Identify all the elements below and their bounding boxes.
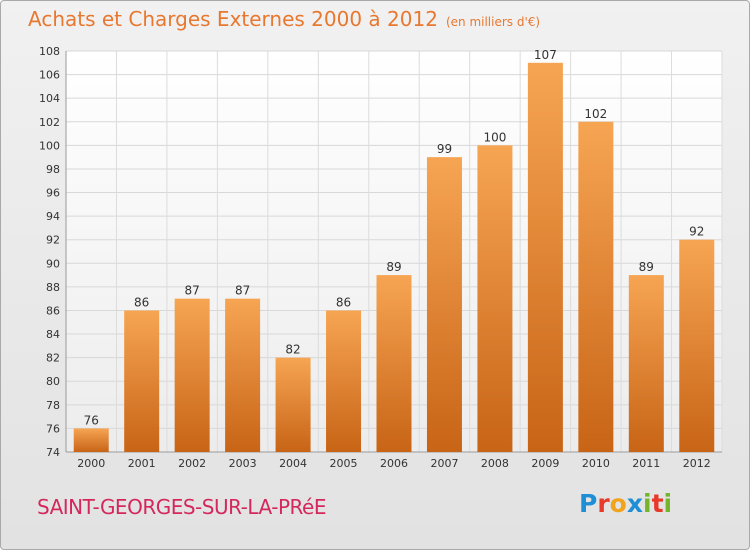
y-tick-label: 78 [46,399,60,412]
bar-value-label: 89 [386,260,401,274]
y-tick-label: 106 [39,69,60,82]
bar-value-label: 100 [483,130,506,144]
chart-subtitle: (en milliers d'€) [445,15,541,29]
x-tick-label: 2007 [430,457,458,470]
x-tick-label: 2009 [531,457,559,470]
y-tick-label: 104 [39,92,60,105]
y-tick-label: 96 [46,187,60,200]
y-tick-label: 98 [46,163,60,176]
bar [174,298,210,452]
logo-letter: o [609,489,627,518]
bar-value-label: 99 [437,142,452,156]
y-tick-label: 108 [39,45,60,58]
y-tick-label: 100 [39,139,60,152]
logo-letter: i [643,489,652,518]
y-tick-label: 80 [46,375,60,388]
bar-value-label: 92 [689,225,704,239]
x-tick-label: 2005 [330,457,358,470]
bar [73,428,109,452]
y-tick-label: 90 [46,257,60,270]
bar [679,239,715,452]
y-tick-label: 92 [46,234,60,247]
x-tick-label: 2011 [632,457,660,470]
x-tick-label: 2004 [279,457,307,470]
y-tick-label: 94 [46,210,60,223]
y-tick-label: 102 [39,116,60,129]
bar-value-label: 89 [639,260,654,274]
x-tick-label: 2001 [128,457,156,470]
bar [426,157,462,452]
bar [477,145,513,452]
x-tick-label: 2008 [481,457,509,470]
logo-letter: x [626,489,643,518]
bar-value-label: 107 [534,48,557,62]
bar-value-label: 86 [336,295,351,309]
x-tick-label: 2012 [683,457,711,470]
proxiti-logo: Proxiti [579,489,672,518]
logo-letter: r [597,489,610,518]
bar [578,121,614,452]
y-tick-label: 88 [46,281,60,294]
bar [628,275,664,452]
commune-name: SAINT-GEORGES-SUR-LA-PRéE [37,495,326,519]
y-tick-label: 74 [46,446,60,459]
bar [527,62,563,452]
x-tick-label: 2006 [380,457,408,470]
logo-letter: t [651,489,664,518]
logo-letter: P [579,489,598,518]
y-tick-label: 84 [46,328,60,341]
chart-title: Achats et Charges Externes 2000 à 2012 [28,7,438,31]
logo-letter: i [663,489,673,518]
y-tick-label: 76 [46,422,60,435]
bar-value-label: 82 [285,343,300,357]
bar-value-label: 102 [584,107,607,121]
bar [124,310,160,452]
y-tick-label: 82 [46,352,60,365]
bar [225,298,261,452]
y-tick-label: 86 [46,304,60,317]
x-tick-label: 2002 [178,457,206,470]
bar [376,275,412,452]
bar-value-label: 87 [185,284,200,298]
chart-title-block: Achats et Charges Externes 2000 à 2012 (e… [28,7,540,31]
bar-value-label: 87 [235,284,250,298]
bar [275,357,311,452]
bar [326,310,362,452]
x-tick-label: 2003 [229,457,257,470]
bar-value-label: 86 [134,295,149,309]
bar-value-label: 76 [84,413,99,427]
x-tick-label: 2010 [582,457,610,470]
x-tick-label: 2000 [77,457,105,470]
